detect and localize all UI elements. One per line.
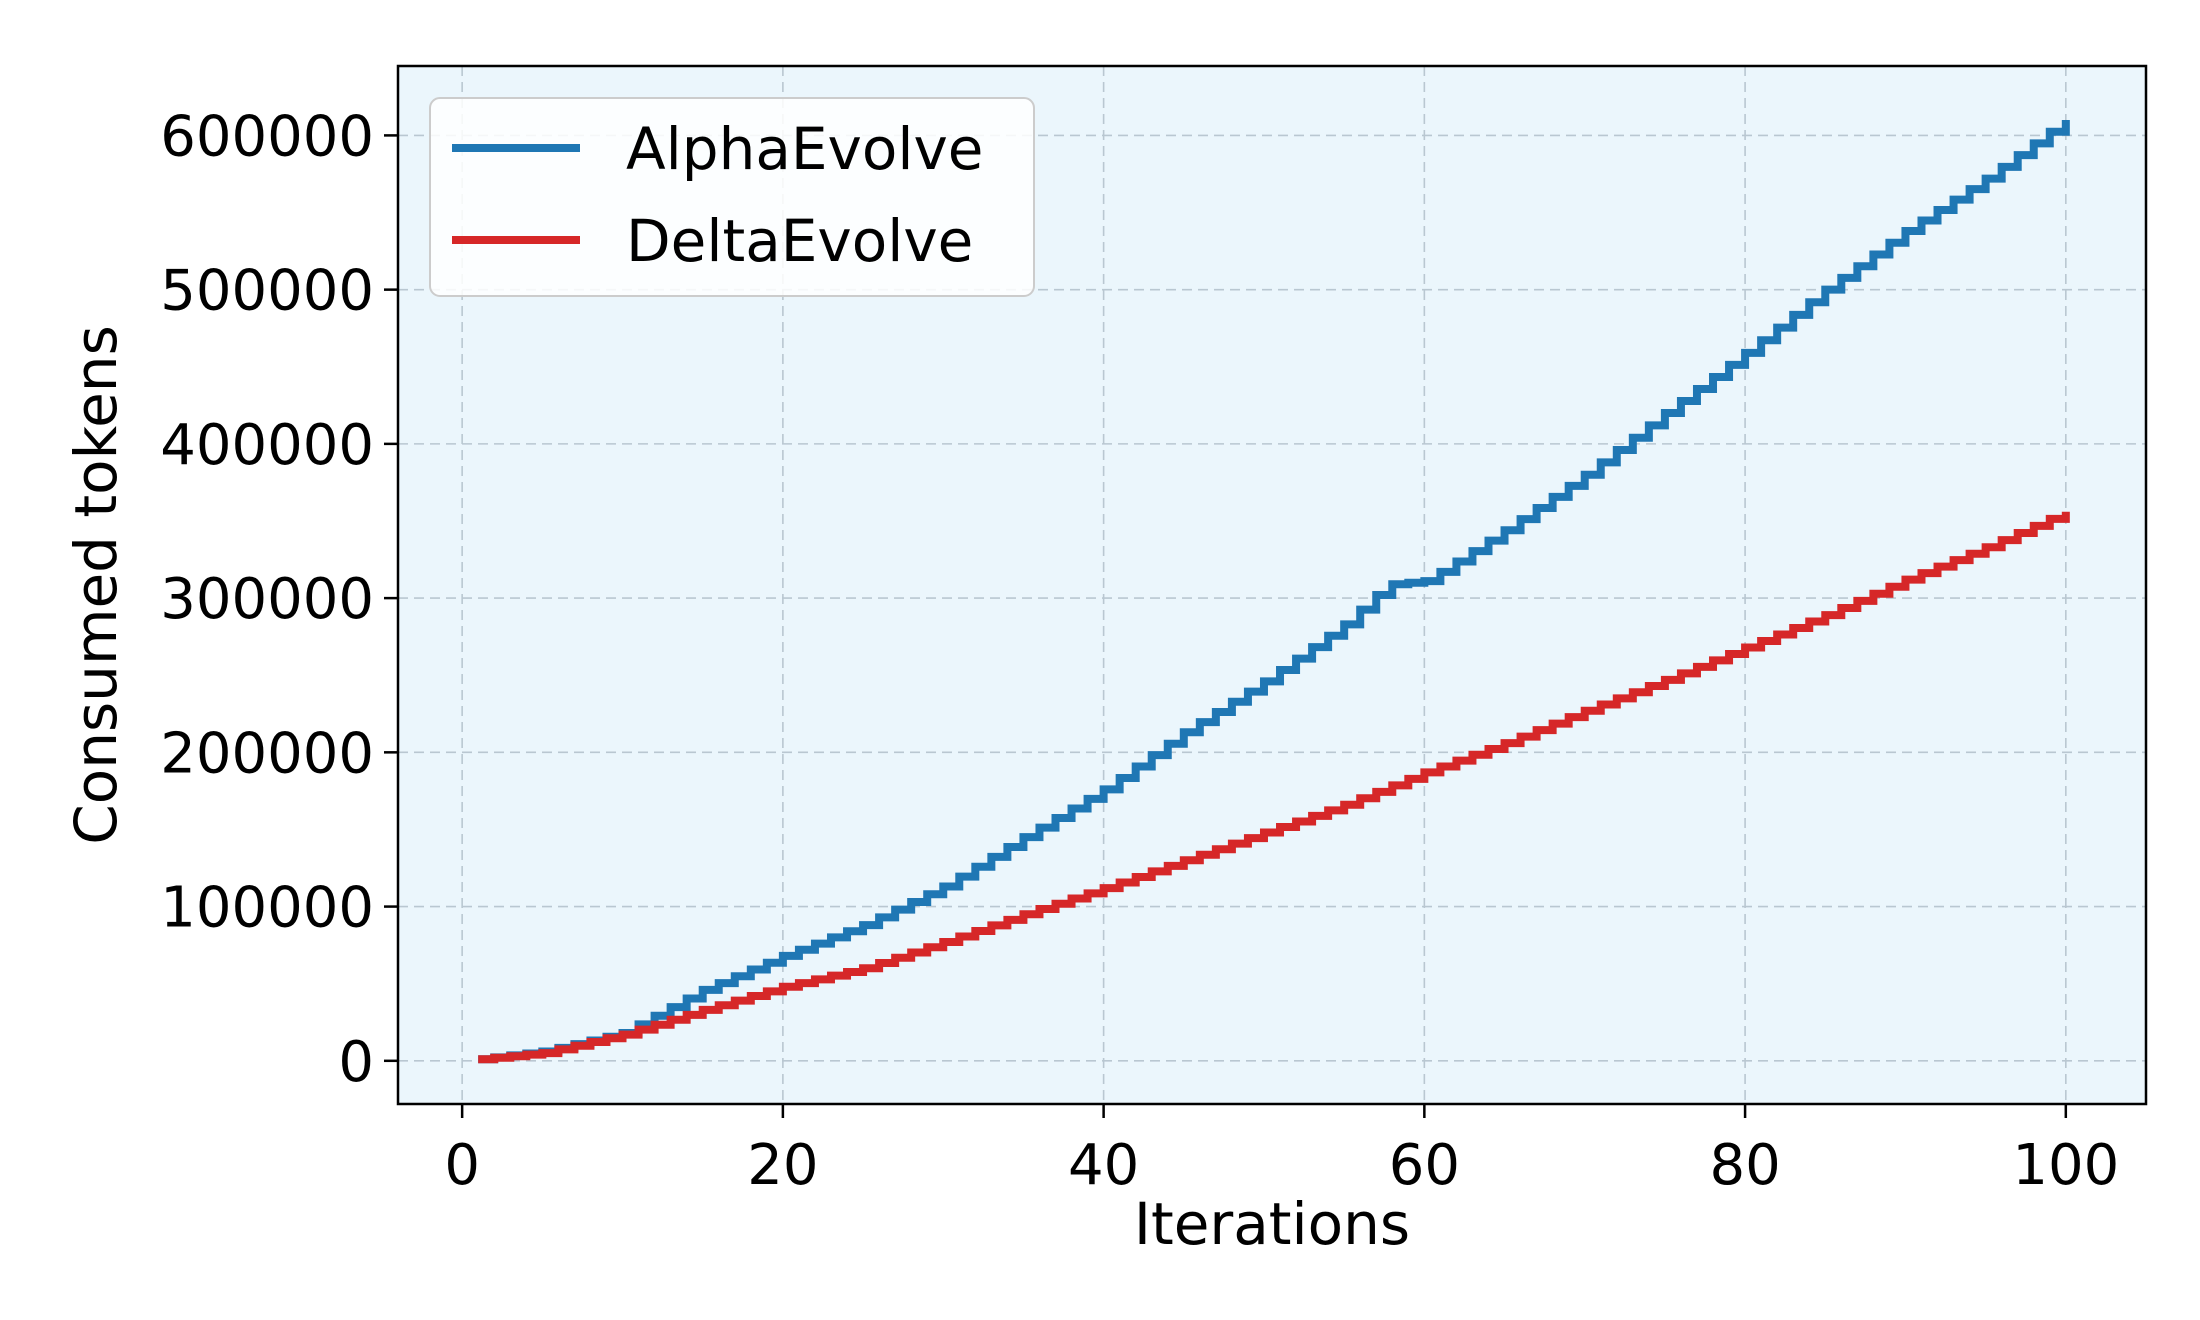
x-tick-label: 0	[444, 1133, 480, 1198]
x-axis: 0 20 40 60 80 100	[444, 1104, 2119, 1198]
x-tick-label: 20	[747, 1133, 818, 1198]
legend: AlphaEvolve DeltaEvolve	[429, 97, 1035, 297]
series-line-deltaevolve	[478, 511, 2070, 1064]
y-tick-label: 400000	[160, 413, 374, 478]
y-tick-label: 200000	[160, 721, 374, 786]
x-tick-label: 40	[1068, 1133, 1139, 1198]
y-axis-title: Consumed tokens	[62, 325, 130, 845]
y-tick-label: 100000	[160, 876, 374, 941]
series-line-alphaevolve	[478, 119, 2070, 1064]
x-tick-label: 60	[1389, 1133, 1460, 1198]
series-layer	[478, 119, 2070, 1064]
legend-box	[429, 97, 1035, 297]
y-axis: 0 100000 200000 300000 400000 500000 600000	[160, 104, 398, 1095]
legend-label: AlphaEvolve	[626, 115, 984, 183]
x-tick-label: 100	[2012, 1133, 2119, 1198]
legend-label: DeltaEvolve	[626, 207, 973, 275]
y-tick-label: 300000	[160, 567, 374, 632]
plot-frame	[396, 64, 2148, 1106]
y-tick-label: 0	[338, 1030, 374, 1095]
y-tick-label: 500000	[160, 259, 374, 324]
x-tick-label: 80	[1709, 1133, 1780, 1198]
x-axis-title: Iterations	[1134, 1190, 1410, 1258]
y-tick-label: 600000	[160, 104, 374, 169]
